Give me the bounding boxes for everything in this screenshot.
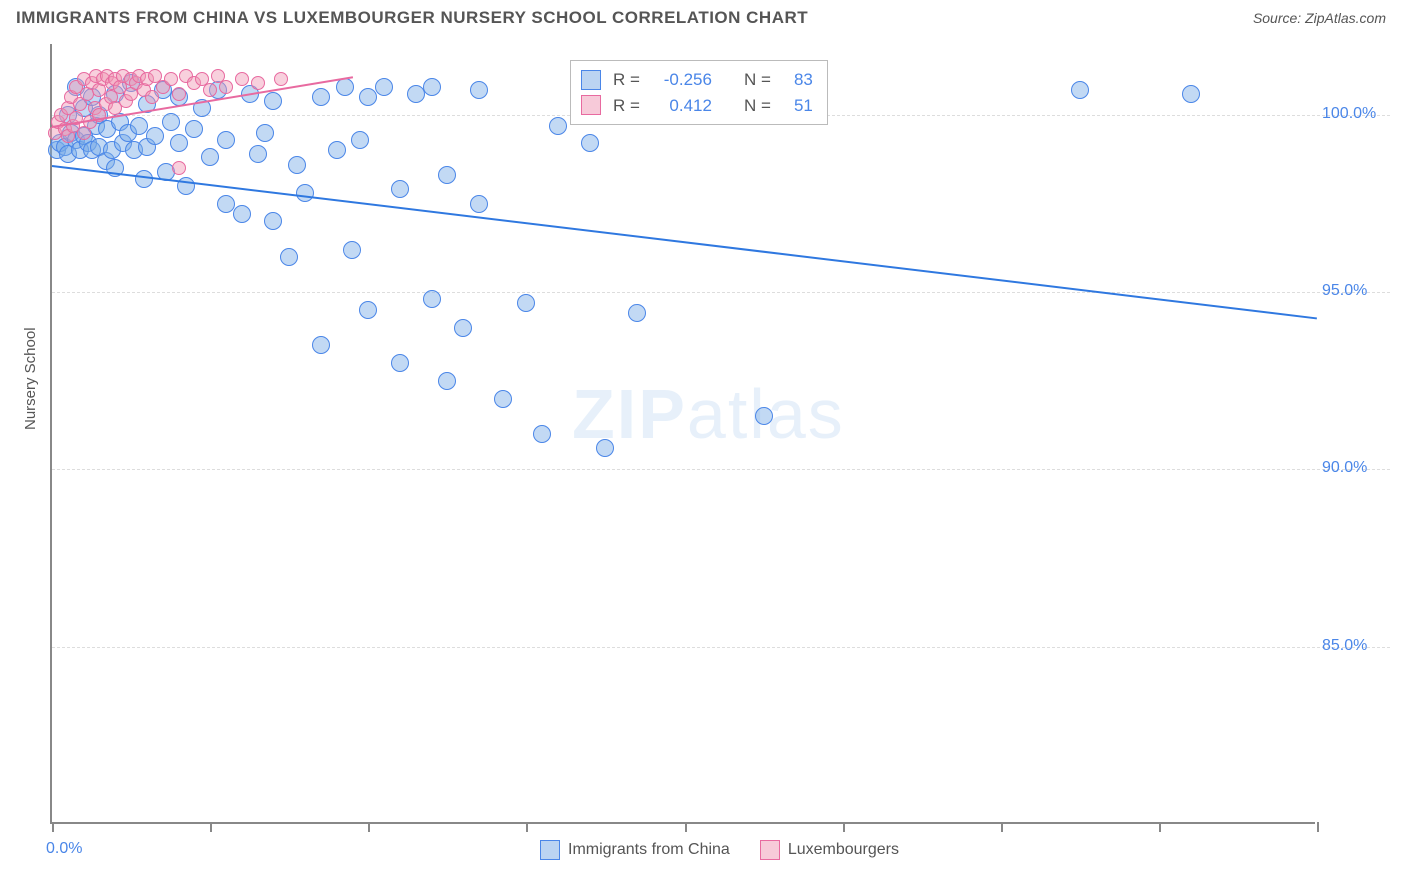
scatter-point: [170, 134, 188, 152]
scatter-point: [596, 439, 614, 457]
scatter-point: [1182, 85, 1200, 103]
scatter-point: [533, 425, 551, 443]
scatter-point: [203, 83, 217, 97]
xtick: [210, 822, 212, 832]
n-value-2: 51: [783, 93, 813, 119]
r-value-1: -0.256: [652, 67, 712, 93]
xtick: [685, 822, 687, 832]
scatter-point: [1071, 81, 1089, 99]
correlation-row-1: R = -0.256 N = 83: [581, 67, 813, 93]
scatter-point: [581, 134, 599, 152]
scatter-point: [755, 407, 773, 425]
scatter-point: [517, 294, 535, 312]
scatter-point: [328, 141, 346, 159]
scatter-point: [201, 148, 219, 166]
xtick: [1317, 822, 1319, 832]
ytick-label: 95.0%: [1322, 282, 1367, 300]
ytick-label: 90.0%: [1322, 459, 1367, 477]
scatter-point: [438, 372, 456, 390]
xtick: [843, 822, 845, 832]
scatter-point: [217, 131, 235, 149]
source-attribution: Source: ZipAtlas.com: [1253, 10, 1386, 26]
n-label-2: N =: [744, 93, 771, 119]
xtick: [1159, 822, 1161, 832]
scatter-point: [312, 336, 330, 354]
watermark: ZIPatlas: [572, 374, 845, 454]
ytick-label: 85.0%: [1322, 637, 1367, 655]
scatter-point: [359, 301, 377, 319]
scatter-point: [391, 180, 409, 198]
legend-label-2: Luxembourgers: [788, 841, 899, 859]
scatter-point: [217, 195, 235, 213]
chart-title: IMMIGRANTS FROM CHINA VS LUXEMBOURGER NU…: [16, 8, 808, 28]
scatter-point: [423, 290, 441, 308]
scatter-point: [264, 92, 282, 110]
scatter-point: [470, 195, 488, 213]
swatch-blue-icon: [581, 70, 601, 90]
scatter-point: [423, 78, 441, 96]
legend-item-1: Immigrants from China: [540, 840, 730, 860]
scatter-point: [185, 120, 203, 138]
scatter-point: [454, 319, 472, 337]
xtick: [1001, 822, 1003, 832]
scatter-point: [375, 78, 393, 96]
n-value-1: 83: [783, 67, 813, 93]
scatter-point: [251, 76, 265, 90]
scatter-point: [494, 390, 512, 408]
legend-label-1: Immigrants from China: [568, 841, 730, 859]
correlation-row-2: R = 0.412 N = 51: [581, 93, 813, 119]
scatter-point: [549, 117, 567, 135]
scatter-point: [288, 156, 306, 174]
xtick: [526, 822, 528, 832]
r-value-2: 0.412: [652, 93, 712, 119]
scatter-point: [391, 354, 409, 372]
scatter-point: [470, 81, 488, 99]
scatter-point: [172, 161, 186, 175]
y-axis-title: Nursery School: [22, 327, 39, 430]
scatter-point: [235, 72, 249, 86]
scatter-point: [219, 80, 233, 94]
r-label-1: R =: [613, 67, 640, 93]
scatter-point: [249, 145, 267, 163]
scatter-point: [233, 205, 251, 223]
legend: Immigrants from China Luxembourgers: [540, 840, 899, 860]
scatter-point: [628, 304, 646, 322]
scatter-point: [264, 212, 282, 230]
gridline: [52, 647, 1390, 648]
scatter-point: [312, 88, 330, 106]
scatter-point: [280, 248, 298, 266]
scatter-point: [146, 127, 164, 145]
xtick-min: 0.0%: [46, 840, 82, 858]
scatter-point: [145, 90, 159, 104]
xtick: [368, 822, 370, 832]
legend-swatch-blue-icon: [540, 840, 560, 860]
scatter-point: [296, 184, 314, 202]
scatter-point: [438, 166, 456, 184]
scatter-plot: ZIPatlas R = -0.256 N = 83 R = 0.412 N =…: [50, 44, 1390, 824]
swatch-pink-icon: [581, 95, 601, 115]
scatter-point: [164, 72, 178, 86]
scatter-point: [343, 241, 361, 259]
xtick: [52, 822, 54, 832]
ytick-label: 100.0%: [1322, 105, 1376, 123]
legend-swatch-pink-icon: [760, 840, 780, 860]
scatter-point: [130, 117, 148, 135]
n-label-1: N =: [744, 67, 771, 93]
correlation-box: R = -0.256 N = 83 R = 0.412 N = 51: [570, 60, 828, 125]
gridline: [52, 469, 1390, 470]
plot-area: ZIPatlas: [50, 44, 1315, 824]
scatter-point: [274, 72, 288, 86]
r-label-2: R =: [613, 93, 640, 119]
scatter-point: [351, 131, 369, 149]
scatter-point: [162, 113, 180, 131]
scatter-point: [359, 88, 377, 106]
scatter-point: [256, 124, 274, 142]
legend-item-2: Luxembourgers: [760, 840, 899, 860]
scatter-point: [172, 87, 186, 101]
gridline: [52, 292, 1390, 293]
regression-line: [52, 165, 1317, 319]
